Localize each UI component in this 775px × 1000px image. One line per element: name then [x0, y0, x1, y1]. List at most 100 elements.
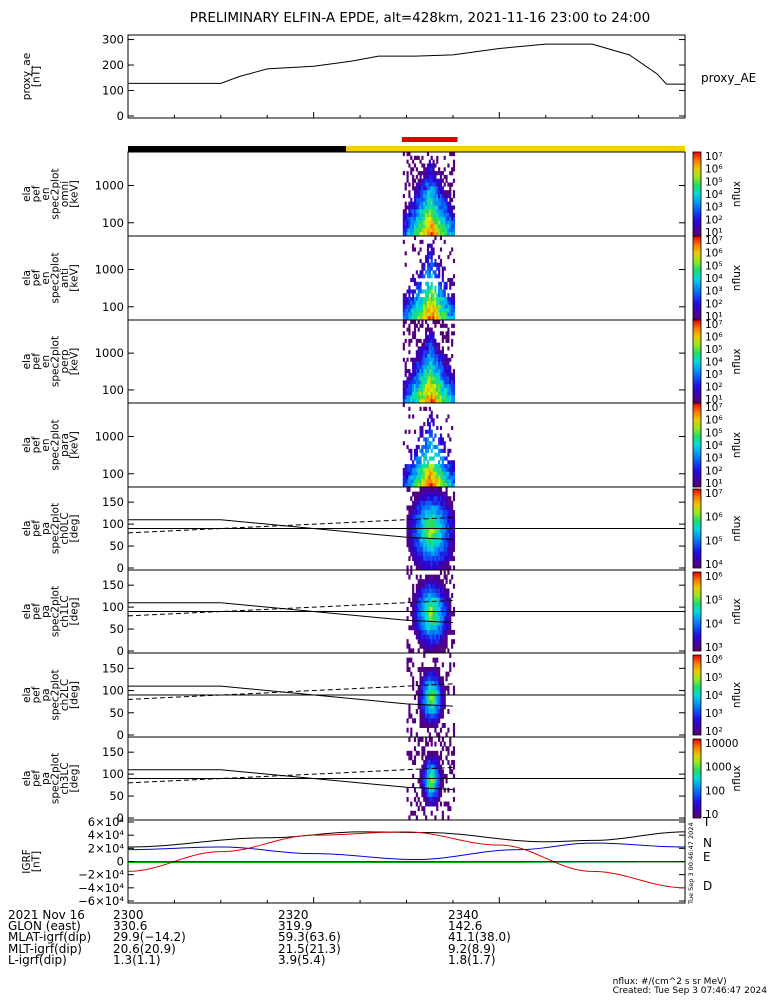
spectrogram-cell [408, 331, 411, 336]
pa-spectrogram-cell [439, 491, 443, 497]
pa-spectrogram-cell [408, 657, 411, 663]
spectrogram-cell [417, 471, 420, 476]
pa-spectrogram-cell [449, 667, 452, 672]
spectrogram-cell [415, 285, 418, 290]
spectrogram-cell [451, 182, 454, 187]
pa-spectrogram-cell [428, 704, 431, 710]
pa-spectrogram-cell [445, 537, 448, 543]
pa-spectrogram-cell [413, 593, 417, 598]
phase-bar-night [128, 146, 347, 152]
igrf-total-line [127, 831, 686, 848]
pa-spectrogram-cell [425, 565, 428, 571]
pa-spectrogram-cell [428, 542, 431, 548]
spectrogram-cell [434, 258, 437, 264]
pa-spectrogram-cell [434, 505, 437, 511]
spectrogram-cell [415, 190, 418, 195]
spectrogram-cell [445, 467, 448, 473]
pa-spectrogram-cell [452, 685, 456, 691]
pa-spectrogram-cell [452, 514, 456, 520]
pa-spectrogram-cell [438, 643, 441, 649]
spectrogram-cell [425, 216, 428, 222]
pa-spectrogram-cell [447, 616, 450, 622]
spectrogram-cell [451, 247, 454, 252]
pa-spectrogram-cell [436, 681, 439, 686]
pa-spectrogram-cell [412, 606, 415, 612]
colorbar-tick-label: 10⁵ [705, 427, 723, 439]
spectrogram-cell [445, 216, 448, 222]
spectrogram-cell [417, 312, 420, 317]
pa-spectrogram-cell [436, 500, 439, 506]
pa-spectrogram-cell [445, 533, 448, 539]
pa-spectrogram-cell [425, 602, 428, 608]
pa-spectrogram-cell [436, 551, 439, 557]
spectrogram-cell [432, 197, 435, 202]
pa-spectrogram-cell [419, 685, 422, 691]
spectrogram-cell [443, 224, 446, 229]
pa-spectrogram-cell [417, 491, 420, 497]
spectrogram-cell [438, 467, 441, 473]
colorbar-tick-label: 10⁴ [705, 690, 723, 702]
spectrogram-cell [423, 456, 426, 461]
pa-spectrogram-cell [438, 778, 441, 784]
spectrogram-cell [449, 232, 452, 237]
orbit-info-value: 41.1(38.0) [448, 930, 511, 945]
pa-spectrogram-cell [432, 606, 435, 612]
y-axis-label: [nT] [31, 66, 43, 87]
spectrogram-cell [432, 335, 435, 340]
spectrogram-cell [425, 456, 428, 461]
spectrogram-cell [432, 205, 435, 210]
spectrogram-cell [402, 357, 405, 362]
spectrogram-cell [402, 346, 405, 351]
y-tick-label: 0 [117, 109, 124, 123]
igrf-north-line [127, 842, 686, 861]
spectrogram-cell [425, 270, 428, 275]
spectrogram-cell [447, 475, 450, 480]
pa-spectrogram-cell [443, 588, 446, 594]
pa-spectrogram-cell [419, 514, 422, 520]
y-tick-label: 100 [102, 517, 124, 531]
spectrogram-cell [452, 293, 456, 298]
spectrogram-cell [406, 387, 409, 392]
pa-spectrogram-cell [434, 574, 437, 580]
spectrogram-cell [441, 274, 444, 279]
pa-spectrogram-cell [408, 505, 411, 511]
spectrogram-cell [410, 467, 413, 473]
spectrogram-cell [441, 387, 444, 392]
pa-spectrogram-cell [421, 634, 424, 640]
pa-spectrogram-cell [439, 583, 443, 589]
spectrogram-cell [402, 384, 405, 389]
spectrogram-cell [425, 201, 428, 206]
spectrogram-cell [406, 327, 409, 332]
spectrogram-cell [447, 414, 450, 419]
spectrogram-cell [434, 232, 437, 237]
y-axis-label: ela [21, 437, 33, 453]
pa-spectrogram-cell [438, 629, 441, 635]
spectrogram-cell [423, 190, 426, 195]
spectrogram-cell [428, 406, 431, 411]
spectrogram-cell [451, 338, 454, 343]
colorbar-tick-label: 1000 [705, 762, 732, 774]
spectrogram-cell [419, 178, 422, 183]
pa-spectrogram-cell [451, 519, 454, 525]
pa-spectrogram-cell [419, 597, 422, 603]
pa-spectrogram-cell [436, 542, 439, 548]
spectrogram-cell [447, 300, 450, 306]
pa-spectrogram-cell [436, 657, 439, 663]
spectrogram-cell [417, 300, 420, 306]
spectrogram-cell [419, 194, 422, 199]
spectrogram-cell [436, 365, 439, 370]
pa-spectrogram-cell [439, 542, 443, 548]
pa-spectrogram-cell [423, 593, 426, 598]
pa-spectrogram-cell [415, 491, 418, 497]
pa-spectrogram-cell [449, 620, 452, 626]
pa-spectrogram-cell [425, 667, 428, 672]
pa-spectrogram-cell [434, 491, 437, 497]
spectrogram-cell [449, 171, 452, 176]
spectrogram-cell [408, 190, 411, 195]
pa-spectrogram-cell [425, 709, 428, 714]
spectrogram-cell [451, 297, 454, 302]
spectrogram-cell [421, 190, 424, 195]
spectrogram-cell [443, 353, 446, 359]
pa-spectrogram-cell [412, 616, 415, 622]
pa-spectrogram-cell [434, 588, 437, 594]
